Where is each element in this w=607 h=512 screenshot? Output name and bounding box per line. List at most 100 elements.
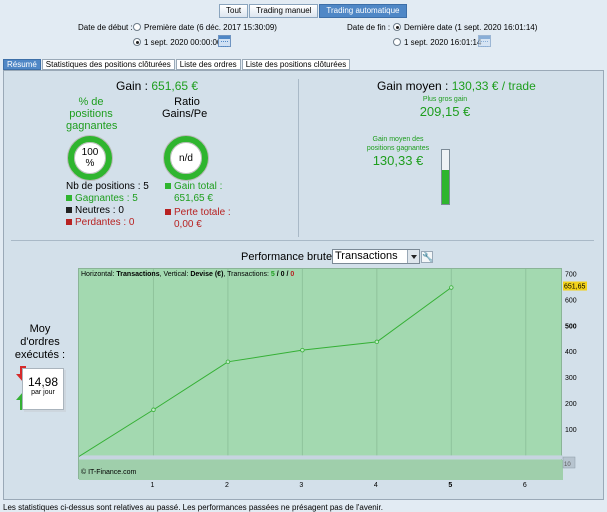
vertical-divider bbox=[298, 79, 299, 237]
tab-trading-manuel[interactable]: Trading manuel bbox=[249, 4, 319, 18]
chart-point bbox=[225, 359, 231, 365]
plus-gros-gain-label: Plus gros gain bbox=[422, 96, 468, 103]
date-end-second-text: 1 sept. 2020 16:01:14 bbox=[404, 38, 482, 47]
tab-resume[interactable]: Résumé bbox=[3, 59, 41, 70]
chart-info-red: 0 bbox=[290, 271, 295, 278]
orders-label-line2: d'ordres bbox=[20, 336, 60, 348]
section-tabs: Résumé Statistiques des positions clôtur… bbox=[3, 59, 351, 70]
gain-moyen-gagnantes-line2: positions gagnantes bbox=[366, 145, 430, 152]
chart-info-green: 5 bbox=[270, 271, 275, 278]
ratio-label-line2: Gains/Pe bbox=[162, 108, 208, 120]
gain-moyen-value: 130,33 € / trade bbox=[451, 79, 536, 93]
date-start-first-radio[interactable] bbox=[133, 23, 141, 31]
chart-info-mid2: , Transactions: bbox=[223, 271, 271, 278]
pct-winning-unit: % bbox=[85, 158, 95, 169]
pct-winning-value: 100 bbox=[81, 147, 99, 158]
performance-select-value: Transactions bbox=[335, 250, 398, 262]
chart-info-v: Devise (€) bbox=[190, 271, 224, 278]
mode-tabs: Tout Trading manuel Trading automatique bbox=[219, 4, 408, 18]
gain-total-label: Gain total : bbox=[174, 181, 223, 192]
ratio-label: Ratio Gains/Pe bbox=[162, 96, 212, 120]
orders-day-card: 14,98 par jour bbox=[22, 368, 64, 410]
neutres-text: Neutres : 0 bbox=[75, 205, 124, 216]
date-start-second-radio[interactable] bbox=[133, 38, 141, 46]
gain-moyen-label: Gain moyen : bbox=[377, 79, 449, 93]
black-square-icon bbox=[66, 207, 72, 213]
gain-moyen-gagnantes-line1: Gain moyen des bbox=[372, 136, 424, 143]
gain-total-value: 651,65 € bbox=[174, 193, 213, 204]
orders-value: 14,98 bbox=[27, 375, 59, 389]
calendar-start-icon[interactable] bbox=[218, 35, 231, 47]
gain-moyen-bar-fill bbox=[442, 170, 449, 204]
horizontal-divider bbox=[11, 240, 594, 241]
positions-counts: Nb de positions : 5 Gagnantes : 5 Neutre… bbox=[66, 181, 149, 229]
perte-totale-label: Perte totale : bbox=[174, 207, 231, 218]
green-square-icon bbox=[66, 195, 72, 201]
orders-unit: par jour bbox=[31, 389, 55, 396]
chart-info-sep1: / bbox=[274, 271, 281, 278]
chart-point bbox=[151, 407, 156, 412]
chart-info-sep2: / bbox=[284, 271, 291, 278]
green-square-icon bbox=[165, 183, 171, 189]
performance-title: Performance brute bbox=[241, 251, 333, 263]
tab-statistiques[interactable]: Statistiques des positions clôturées bbox=[41, 59, 175, 70]
chart-point bbox=[374, 339, 380, 345]
date-end-first-radio[interactable] bbox=[393, 23, 401, 31]
chart-info-black: 0 bbox=[280, 271, 285, 278]
date-end-second-option[interactable]: 1 sept. 2020 16:01:14 bbox=[393, 38, 481, 47]
gain-label: Gain : bbox=[116, 79, 149, 93]
gain-moyen-gagnantes-label: Gain moyen des positions gagnantes bbox=[358, 135, 438, 153]
date-start-label: Date de début : bbox=[78, 23, 133, 32]
wrench-icon[interactable]: 🔧 bbox=[421, 251, 434, 263]
date-start-first-option[interactable]: Première date (6 déc. 2017 15:30:09) bbox=[133, 23, 277, 32]
pct-label-line1: % de bbox=[78, 96, 104, 108]
chart-zero-band bbox=[79, 455, 563, 460]
tab-liste-ordres[interactable]: Liste des ordres bbox=[175, 59, 241, 70]
perdantes-row: Perdantes : 0 bbox=[66, 217, 149, 229]
chart-copyright: © IT-Finance.com bbox=[81, 469, 137, 476]
date-end-second-radio[interactable] bbox=[393, 38, 401, 46]
gain-moyen-line: Gain moyen : 130,33 € / trade bbox=[377, 79, 536, 93]
chart-point bbox=[300, 347, 305, 353]
date-end-first-text: Dernière date (1 sept. 2020 16:01:14) bbox=[404, 23, 538, 32]
ratio-value: n/d bbox=[179, 152, 193, 164]
tab-trading-automatique[interactable]: Trading automatique bbox=[319, 4, 407, 18]
chevron-down-icon[interactable] bbox=[407, 250, 419, 263]
pct-label-line2: positions bbox=[69, 108, 113, 120]
perte-totale-row: Perte totale : bbox=[165, 207, 231, 219]
orders-label-line3: exécutés : bbox=[14, 349, 66, 361]
chart-series-line bbox=[79, 287, 452, 457]
gagnantes-row: Gagnantes : 5 bbox=[66, 193, 149, 205]
gain-value: 651,65 € bbox=[151, 79, 199, 93]
ratio-label-line1: Ratio bbox=[174, 96, 200, 108]
tab-tout[interactable]: Tout bbox=[219, 4, 249, 18]
nb-positions: Nb de positions : 5 bbox=[66, 181, 149, 192]
performance-chart: Horizontal: Transactions, Vertical: Devi… bbox=[78, 268, 563, 480]
pct-label-line3: gagnantes bbox=[66, 120, 118, 132]
chart-svg bbox=[79, 269, 563, 480]
date-start-second-option[interactable]: 1 sept. 2020 00:00:00 bbox=[133, 38, 221, 47]
perdantes-text: Perdantes : 0 bbox=[75, 217, 135, 228]
red-square-icon bbox=[165, 209, 171, 215]
gain-moyen-gagnantes-value: 130,33 € bbox=[372, 153, 424, 168]
gain-total-row: Gain total : bbox=[165, 181, 231, 193]
footer-disclaimer: Les statistiques ci-dessus sont relative… bbox=[3, 503, 383, 512]
orders-label: Moy d'ordres exécutés : bbox=[4, 323, 76, 362]
perte-totale-value: 0,00 € bbox=[174, 219, 202, 230]
performance-select[interactable]: Transactions bbox=[332, 249, 420, 264]
gain-line: Gain : 651,65 € bbox=[116, 79, 198, 93]
calendar-end-icon[interactable] bbox=[478, 35, 491, 47]
orders-per-day: 14,98 par jour bbox=[10, 366, 70, 418]
chart-info-mid: , Vertical: bbox=[159, 271, 191, 278]
chart-info-prefix: Horizontal: bbox=[81, 271, 117, 278]
gagnantes-text: Gagnantes : 5 bbox=[75, 193, 138, 204]
chart-bottom-band bbox=[79, 460, 563, 480]
tab-liste-positions[interactable]: Liste des positions clôturées bbox=[241, 59, 351, 70]
plus-gros-gain-value: 209,15 € bbox=[419, 104, 471, 119]
orders-label-line1: Moy bbox=[29, 323, 51, 335]
gain-moyen-bar bbox=[441, 149, 450, 205]
chart-point bbox=[449, 285, 454, 290]
date-end-first-option[interactable]: Dernière date (1 sept. 2020 16:01:14) bbox=[393, 23, 537, 32]
ratio-gauge: n/d bbox=[164, 136, 208, 180]
pct-winning-label: % de positions gagnantes bbox=[66, 96, 118, 132]
